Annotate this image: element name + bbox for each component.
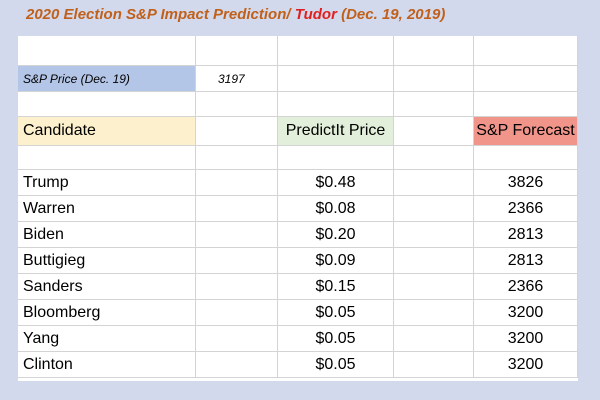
cell-r12-c3[interactable] [394,352,474,378]
sp-forecast[interactable]: 2813 [474,222,578,248]
sp-forecast[interactable]: 3826 [474,170,578,196]
cell-r11-c1[interactable] [196,326,278,352]
sp-price-value[interactable]: 3197 [196,66,278,92]
cell-r3-c3[interactable] [394,117,474,146]
title-date: (Dec. 19, 2019) [341,6,446,23]
cell-r7-c3[interactable] [394,222,474,248]
cell-r3-c1[interactable] [196,117,278,146]
cell-r1-c2[interactable] [278,66,394,92]
cell-r5-c3[interactable] [394,170,474,196]
candidate-name[interactable]: Clinton [18,352,196,378]
candidate-name[interactable]: Warren [18,196,196,222]
cell-r12-c1[interactable] [196,352,278,378]
predictit-price[interactable]: $0.48 [278,170,394,196]
candidate-name[interactable]: Trump [18,170,196,196]
spreadsheet: S&P Price (Dec. 19) 3197 Candidate PredictI… [18,36,578,381]
sp-forecast[interactable]: 3200 [474,352,578,378]
cell-r7-c1[interactable] [196,222,278,248]
candidate-name[interactable]: Bloomberg [18,300,196,326]
title-prefix: 2020 Election S&P Impact Prediction/ [26,6,291,23]
sp-price-label[interactable]: S&P Price (Dec. 19) [18,66,196,92]
cell-r10-c1[interactable] [196,300,278,326]
cell-r8-c1[interactable] [196,248,278,274]
cell-r1-c3[interactable] [394,66,474,92]
page-title: 2020 Election S&P Impact Prediction/ Tud… [26,6,445,23]
predictit-price[interactable]: $0.05 [278,300,394,326]
cell-r5-c1[interactable] [196,170,278,196]
cell-r10-c3[interactable] [394,300,474,326]
cell-r0-c1[interactable] [196,36,278,66]
sp-forecast[interactable]: 2366 [474,274,578,300]
predictit-price[interactable]: $0.20 [278,222,394,248]
predictit-price[interactable]: $0.05 [278,352,394,378]
cell-r1-c4[interactable] [474,66,578,92]
header-sp-forecast[interactable]: S&P Forecast [474,117,578,146]
sp-forecast[interactable]: 3200 [474,300,578,326]
header-candidate[interactable]: Candidate [18,117,196,146]
cell-r2-c0[interactable] [18,92,196,117]
cell-r2-c2[interactable] [278,92,394,117]
cell-r4-c4[interactable] [474,146,578,170]
candidate-name[interactable]: Yang [18,326,196,352]
cell-r0-c2[interactable] [278,36,394,66]
header-predictit-price[interactable]: PredictIt Price [278,117,394,146]
candidate-name[interactable]: Biden [18,222,196,248]
cell-r2-c3[interactable] [394,92,474,117]
sp-forecast[interactable]: 2813 [474,248,578,274]
title-author: Tudor [294,6,337,23]
predictit-price[interactable]: $0.09 [278,248,394,274]
sp-forecast[interactable]: 3200 [474,326,578,352]
candidate-name[interactable]: Sanders [18,274,196,300]
sp-forecast[interactable]: 2366 [474,196,578,222]
cell-r6-c1[interactable] [196,196,278,222]
cell-r0-c4[interactable] [474,36,578,66]
cell-r0-c3[interactable] [394,36,474,66]
cell-r4-c1[interactable] [196,146,278,170]
cell-r4-c2[interactable] [278,146,394,170]
predictit-price[interactable]: $0.05 [278,326,394,352]
cell-r11-c3[interactable] [394,326,474,352]
cell-r9-c3[interactable] [394,274,474,300]
predictit-price[interactable]: $0.15 [278,274,394,300]
spreadsheet-grid: S&P Price (Dec. 19) 3197 Candidate PredictI… [18,36,578,378]
cell-r8-c3[interactable] [394,248,474,274]
cell-r2-c1[interactable] [196,92,278,117]
cell-r9-c1[interactable] [196,274,278,300]
cell-r0-c0[interactable] [18,36,196,66]
predictit-price[interactable]: $0.08 [278,196,394,222]
cell-r6-c3[interactable] [394,196,474,222]
cell-r4-c3[interactable] [394,146,474,170]
candidate-name[interactable]: Buttigieg [18,248,196,274]
cell-r2-c4[interactable] [474,92,578,117]
cell-r4-c0[interactable] [18,146,196,170]
